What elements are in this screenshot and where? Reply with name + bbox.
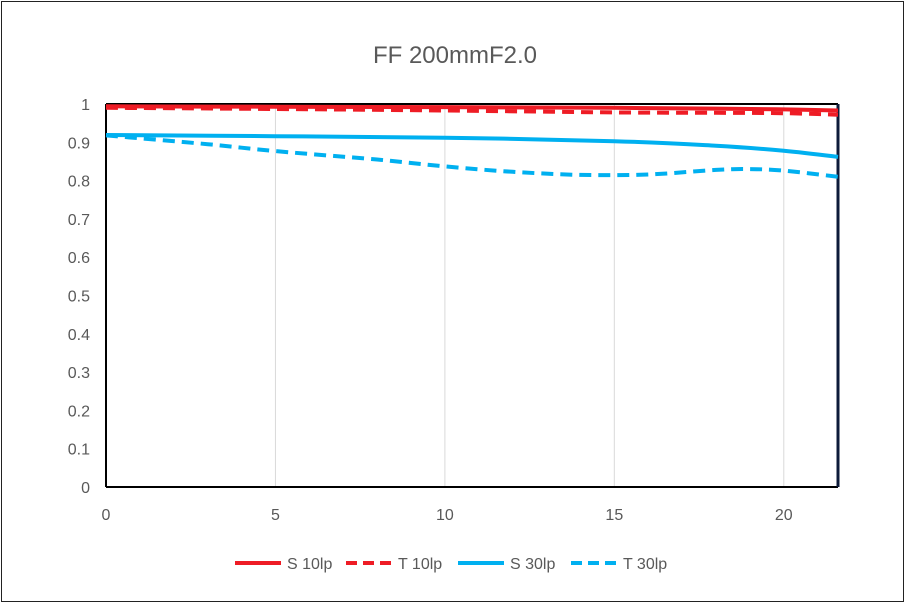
- x-tick-label: 5: [271, 507, 280, 524]
- y-tick-label: 0.2: [68, 403, 90, 420]
- x-tick-label: 20: [775, 507, 793, 524]
- y-tick-label: 0.3: [68, 365, 90, 382]
- tick-labels: 00.10.20.30.40.50.60.70.80.910 5 10 15 20: [68, 97, 793, 524]
- legend-label: T 30lp: [623, 556, 667, 573]
- y-tick-label: 1: [81, 97, 90, 114]
- series-lines: [105, 104, 839, 179]
- y-tick-label: 0.1: [68, 442, 90, 459]
- chart-title: FF 200mmF2.0: [373, 42, 537, 69]
- y-tick-label: 0.6: [68, 250, 90, 267]
- y-tick-label: 0.7: [68, 212, 90, 229]
- x-tick-label: 10: [436, 507, 454, 524]
- x-tick-label: 0: [102, 507, 111, 524]
- legend-label: S 30lp: [510, 556, 555, 573]
- y-tick-label: 0.4: [68, 327, 90, 344]
- series-line-t-30lp: [105, 133, 839, 179]
- y-tick-label: 0.9: [68, 135, 90, 152]
- series-line-s-30lp: [105, 133, 839, 159]
- series-line-s-10lp: [105, 104, 839, 113]
- grid-lines: [274, 104, 785, 487]
- x-tick-label: 15: [605, 507, 623, 524]
- axes: [105, 103, 840, 488]
- y-tick-label: 0.5: [68, 289, 90, 306]
- y-tick-label: 0: [81, 480, 90, 497]
- y-tick-label: 0.8: [68, 174, 90, 191]
- series-line-t-10lp: [105, 105, 839, 117]
- legend: S 10lp T 10lp S 30lp T 30lp: [235, 556, 667, 573]
- legend-label: S 10lp: [287, 556, 332, 573]
- legend-label: T 10lp: [398, 556, 442, 573]
